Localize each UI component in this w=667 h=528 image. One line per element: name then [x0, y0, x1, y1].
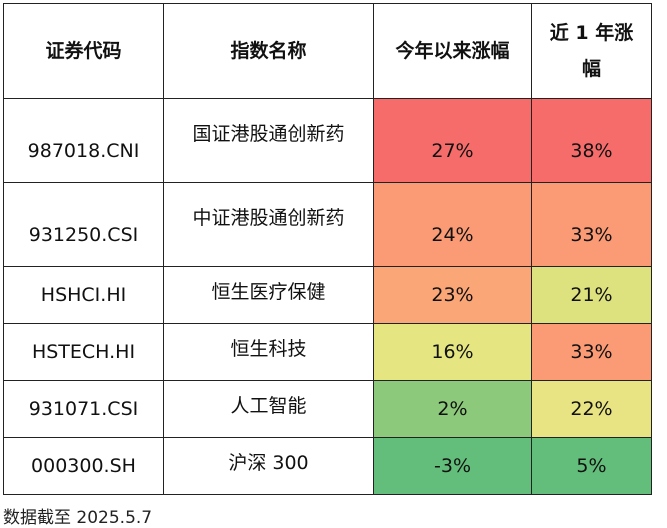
- one-year-text: 21%: [570, 284, 613, 306]
- ytd-text: -3%: [434, 455, 471, 477]
- one-year-cell: 5%: [531, 437, 652, 495]
- code-cell: 931250.CSI: [3, 182, 164, 267]
- ytd-cell: -3%: [373, 437, 532, 495]
- table-row: 987018.CNI 国证港股通创新药 27% 38%: [3, 98, 652, 183]
- ytd-text: 24%: [431, 223, 474, 246]
- ytd-text: 23%: [431, 284, 474, 306]
- ytd-cell: 2%: [373, 380, 532, 438]
- name-cell: 国证港股通创新药: [163, 98, 374, 183]
- code-cell: 987018.CNI: [3, 98, 164, 183]
- index-performance-table: 证券代码 指数名称 今年以来涨幅 近 1 年涨 幅 987018.CNI 国证港…: [3, 3, 652, 495]
- name-text: 国证港股通创新药: [192, 123, 345, 145]
- name-cell: 恒生医疗保健: [163, 266, 374, 324]
- one-year-cell: 33%: [531, 323, 652, 381]
- name-text: 恒生科技: [230, 338, 307, 360]
- header-ytd: 今年以来涨幅: [373, 3, 532, 99]
- one-year-text: 33%: [570, 223, 613, 246]
- one-year-text: 5%: [576, 455, 607, 477]
- code-text: HSTECH.HI: [31, 341, 136, 363]
- ytd-text: 2%: [437, 398, 468, 420]
- code-text: HSHCI.HI: [40, 284, 127, 306]
- one-year-cell: 38%: [531, 98, 652, 183]
- code-cell: HSHCI.HI: [3, 266, 164, 324]
- table-row: 931250.CSI 中证港股通创新药 24% 33%: [3, 182, 652, 267]
- one-year-text: 33%: [570, 341, 613, 363]
- name-cell: 恒生科技: [163, 323, 374, 381]
- name-cell: 中证港股通创新药: [163, 182, 374, 267]
- name-text: 人工智能: [230, 395, 307, 417]
- name-cell: 人工智能: [163, 380, 374, 438]
- name-text: 恒生医疗保健: [211, 281, 326, 303]
- one-year-cell: 22%: [531, 380, 652, 438]
- ytd-text: 16%: [431, 341, 474, 363]
- code-cell: 931071.CSI: [3, 380, 164, 438]
- ytd-cell: 23%: [373, 266, 532, 324]
- code-cell: 000300.SH: [3, 437, 164, 495]
- table-row: 931071.CSI 人工智能 2% 22%: [3, 380, 652, 438]
- ytd-cell: 16%: [373, 323, 532, 381]
- code-text: 931071.CSI: [28, 398, 139, 420]
- table-row: HSHCI.HI 恒生医疗保健 23% 21%: [3, 266, 652, 324]
- header-code: 证券代码: [3, 3, 164, 99]
- code-text: 987018.CNI: [27, 139, 140, 162]
- one-year-text: 38%: [570, 139, 613, 162]
- name-text: 中证港股通创新药: [192, 207, 345, 229]
- name-text: 沪深 300: [228, 452, 309, 474]
- data-date-note: 数据截至 2025.5.7: [3, 508, 153, 528]
- ytd-text: 27%: [431, 139, 474, 162]
- header-one-year-line1: 近 1 年涨: [549, 22, 634, 44]
- header-one-year-line2: 幅: [581, 58, 601, 80]
- table-header-row: 证券代码 指数名称 今年以来涨幅 近 1 年涨 幅: [3, 3, 652, 99]
- code-text: 931250.CSI: [28, 223, 139, 246]
- one-year-text: 22%: [570, 398, 613, 420]
- header-name: 指数名称: [163, 3, 374, 99]
- one-year-cell: 21%: [531, 266, 652, 324]
- header-one-year: 近 1 年涨 幅: [531, 3, 652, 99]
- name-cell: 沪深 300: [163, 437, 374, 495]
- table-row: HSTECH.HI 恒生科技 16% 33%: [3, 323, 652, 381]
- code-cell: HSTECH.HI: [3, 323, 164, 381]
- ytd-cell: 24%: [373, 182, 532, 267]
- table-row: 000300.SH 沪深 300 -3% 5%: [3, 437, 652, 495]
- one-year-cell: 33%: [531, 182, 652, 267]
- ytd-cell: 27%: [373, 98, 532, 183]
- code-text: 000300.SH: [31, 455, 136, 477]
